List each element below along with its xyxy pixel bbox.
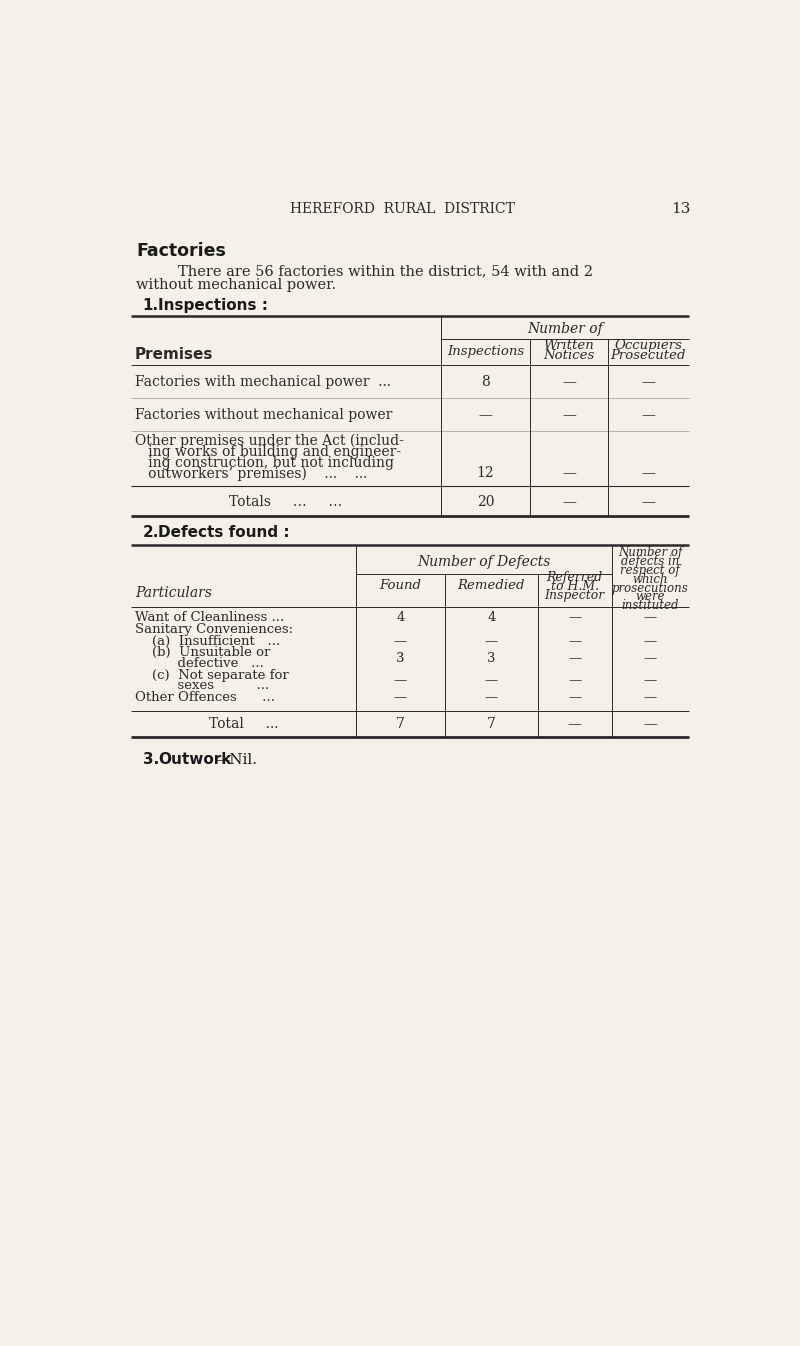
Text: —: — xyxy=(568,690,582,704)
Text: ing construction, but not including: ing construction, but not including xyxy=(135,455,394,470)
Text: (c)  Not separate for: (c) Not separate for xyxy=(135,669,289,681)
Text: defective   ...: defective ... xyxy=(135,657,264,670)
Text: Occupiers: Occupiers xyxy=(614,339,682,353)
Text: —: — xyxy=(562,374,576,389)
Text: Outwork: Outwork xyxy=(158,752,231,767)
Text: —: — xyxy=(644,611,657,623)
Text: 3.: 3. xyxy=(142,752,159,767)
Text: 3: 3 xyxy=(487,651,496,665)
Text: —: — xyxy=(568,674,582,686)
Text: to H.M.: to H.M. xyxy=(550,580,598,594)
Text: Found: Found xyxy=(379,579,422,591)
Text: —: — xyxy=(642,495,655,509)
Text: were: were xyxy=(635,591,665,603)
Text: —: — xyxy=(644,635,657,647)
Text: Other Offences      ...: Other Offences ... xyxy=(135,690,275,704)
Text: Number of: Number of xyxy=(618,546,682,559)
Text: —: — xyxy=(562,466,576,481)
Text: 12: 12 xyxy=(477,466,494,481)
Text: —: — xyxy=(394,674,407,686)
Text: (b)  Unsuitable or: (b) Unsuitable or xyxy=(135,646,270,660)
Text: —Nil.: —Nil. xyxy=(214,752,258,767)
Text: —: — xyxy=(568,635,582,647)
Text: —: — xyxy=(562,495,576,509)
Text: respect of: respect of xyxy=(620,564,680,577)
Text: prosecutions: prosecutions xyxy=(612,581,689,595)
Text: 7: 7 xyxy=(396,717,405,731)
Text: Inspector: Inspector xyxy=(545,590,605,602)
Text: —: — xyxy=(644,674,657,686)
Text: —: — xyxy=(485,635,498,647)
Text: There are 56 factories within the district, 54 with and 2: There are 56 factories within the distri… xyxy=(178,265,593,279)
Text: Defects found :: Defects found : xyxy=(158,525,290,540)
Text: 4: 4 xyxy=(396,611,405,623)
Text: —: — xyxy=(568,611,582,623)
Text: Particulars: Particulars xyxy=(135,586,212,600)
Text: Remedied: Remedied xyxy=(458,579,525,591)
Text: Sanitary Conveniences:: Sanitary Conveniences: xyxy=(135,623,293,637)
Text: without mechanical power.: without mechanical power. xyxy=(137,279,337,292)
Text: which: which xyxy=(633,573,668,586)
Text: —: — xyxy=(478,408,493,421)
Text: Factories: Factories xyxy=(137,242,226,260)
Text: outworkers’ premises)    ...    ...: outworkers’ premises) ... ... xyxy=(135,466,367,481)
Text: Inspections: Inspections xyxy=(447,345,524,358)
Text: Want of Cleanliness ...: Want of Cleanliness ... xyxy=(135,611,284,623)
Text: —: — xyxy=(644,690,657,704)
Text: Notices: Notices xyxy=(543,349,594,362)
Text: 3: 3 xyxy=(396,651,405,665)
Text: 8: 8 xyxy=(481,374,490,389)
Text: —: — xyxy=(644,651,657,665)
Text: Factories without mechanical power: Factories without mechanical power xyxy=(135,408,392,421)
Text: defects in: defects in xyxy=(621,555,679,568)
Text: Referred: Referred xyxy=(546,571,602,584)
Text: 13: 13 xyxy=(671,202,690,217)
Text: —: — xyxy=(568,717,582,731)
Text: Factories with mechanical power  ...: Factories with mechanical power ... xyxy=(135,374,391,389)
Text: —: — xyxy=(394,690,407,704)
Text: Total     ...: Total ... xyxy=(209,717,278,731)
Text: Inspections :: Inspections : xyxy=(158,297,268,314)
Text: 20: 20 xyxy=(477,495,494,509)
Text: —: — xyxy=(642,374,655,389)
Text: —: — xyxy=(485,690,498,704)
Text: Number of: Number of xyxy=(527,322,603,335)
Text: Prosecuted: Prosecuted xyxy=(610,349,686,362)
Text: 4: 4 xyxy=(487,611,495,623)
Text: —: — xyxy=(643,717,657,731)
Text: HEREFORD  RURAL  DISTRICT: HEREFORD RURAL DISTRICT xyxy=(290,202,514,217)
Text: —: — xyxy=(562,408,576,421)
Text: Premises: Premises xyxy=(135,346,214,362)
Text: —: — xyxy=(642,466,655,481)
Text: ing works of building and engineer-: ing works of building and engineer- xyxy=(135,444,401,459)
Text: —: — xyxy=(642,408,655,421)
Text: Other premises under the Act (includ-: Other premises under the Act (includ- xyxy=(135,433,404,448)
Text: (a)  Insufficient   ...: (a) Insufficient ... xyxy=(135,635,280,647)
Text: —: — xyxy=(485,674,498,686)
Text: Number of Defects: Number of Defects xyxy=(417,555,550,569)
Text: 2.: 2. xyxy=(142,525,159,540)
Text: —: — xyxy=(394,635,407,647)
Text: Written: Written xyxy=(543,339,594,353)
Text: 1.: 1. xyxy=(142,297,158,314)
Text: Totals     …     …: Totals … … xyxy=(230,495,342,509)
Text: sexes          ...: sexes ... xyxy=(135,680,269,692)
Text: —: — xyxy=(568,651,582,665)
Text: instituted: instituted xyxy=(622,599,679,612)
Text: 7: 7 xyxy=(487,717,496,731)
